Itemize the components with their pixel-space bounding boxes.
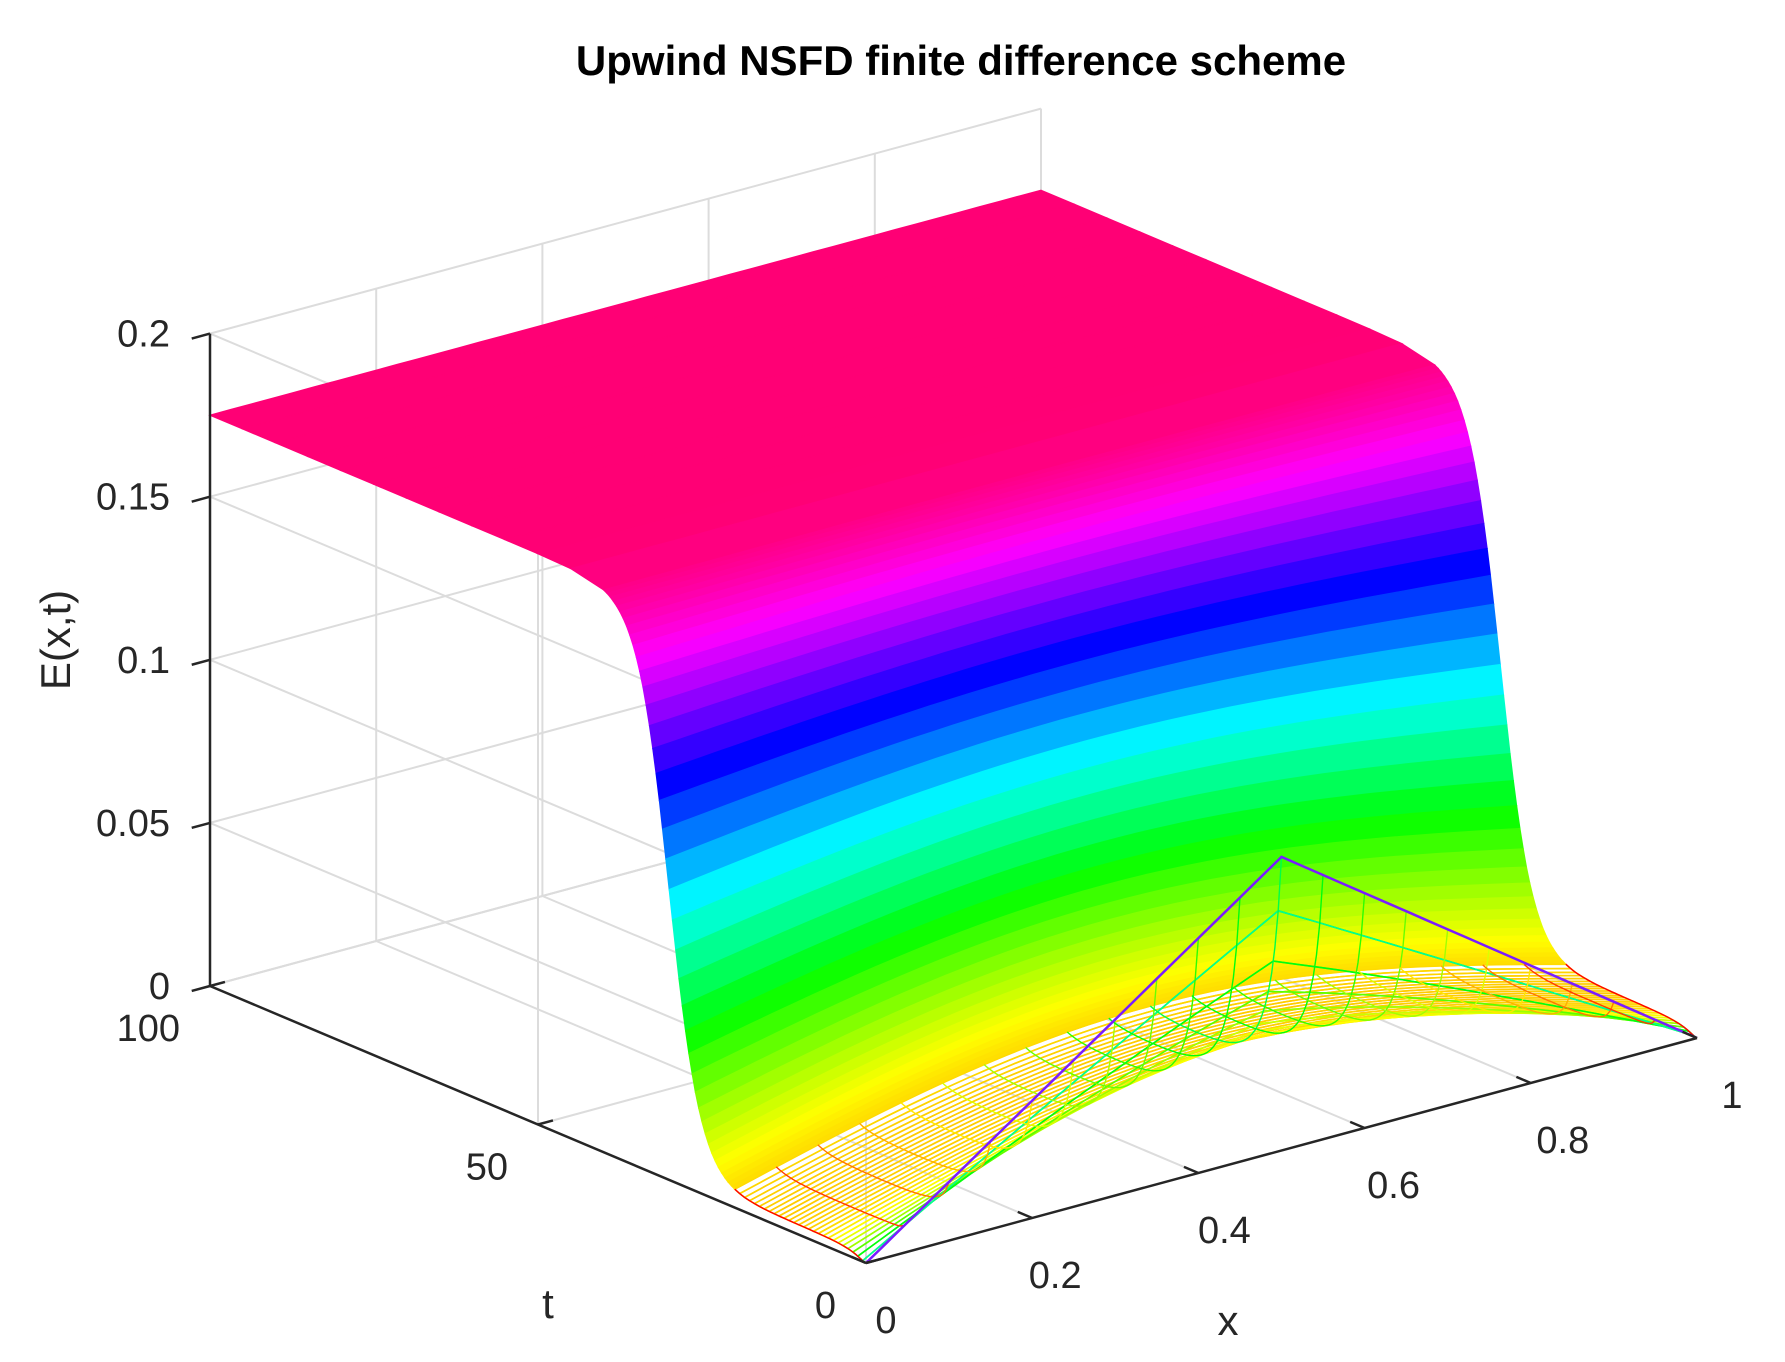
x-tick-label: 0.2 <box>1029 1255 1082 1297</box>
surface-mesh-line <box>983 1019 1116 1107</box>
x-tick <box>1682 1030 1698 1040</box>
t-tick <box>865 1257 882 1265</box>
surface-layer <box>208 189 1698 1265</box>
surface-mesh-line <box>1316 929 1449 1017</box>
x-axis-line <box>865 1036 1698 1265</box>
surface-mesh-line <box>734 1188 867 1264</box>
x-tick <box>851 1255 867 1265</box>
surface-mesh-line <box>1232 893 1366 1027</box>
z-tick <box>191 495 211 503</box>
z-tick <box>191 821 211 830</box>
z-axis-label: E(x,t) <box>32 590 79 690</box>
surface-mesh-line <box>900 1100 1033 1149</box>
surface-mesh-line <box>1066 938 1200 1072</box>
t-tick-label: 100 <box>117 1008 180 1050</box>
t-tick <box>209 980 226 988</box>
t-tick-label: 0 <box>815 1285 836 1327</box>
surface-mesh-line <box>1274 911 1407 1021</box>
x-tick-label: 0 <box>875 1300 896 1342</box>
x-tick <box>1349 1120 1366 1130</box>
surface-mesh-line <box>1523 963 1656 1025</box>
z-tick-label: 0.15 <box>96 477 170 519</box>
surface-mesh-line <box>859 1122 992 1173</box>
z-tick <box>191 984 211 993</box>
t-axis-label: t <box>542 1280 554 1327</box>
x-axis-label: x <box>1218 1297 1239 1344</box>
z-tick-label: 0 <box>149 966 170 1008</box>
surface-mesh-line <box>775 1166 908 1227</box>
initial-profile-edge <box>865 855 1698 1264</box>
surface-mesh-line <box>1149 856 1283 1044</box>
z-tick-label: 0.1 <box>117 640 170 682</box>
t-tick-label: 50 <box>466 1147 508 1189</box>
surface-mesh-line <box>1440 965 1573 1015</box>
x-tick-label: 1 <box>1721 1075 1742 1117</box>
z-tick-label: 0.2 <box>117 314 170 356</box>
z-tick-label: 0.05 <box>96 803 170 845</box>
x-tick <box>1017 1210 1033 1220</box>
surface-mesh-line <box>1565 963 1698 1039</box>
surface-mesh-line <box>1191 874 1324 1034</box>
surface-mesh-line <box>1482 964 1615 1018</box>
x-tick-label: 0.6 <box>1367 1165 1420 1207</box>
z-tick <box>191 658 211 666</box>
x-tick-label: 0.8 <box>1536 1120 1589 1162</box>
chart-title: Upwind NSFD finite difference scheme <box>576 37 1346 84</box>
x-tick <box>1515 1075 1532 1085</box>
z-tick <box>191 332 211 340</box>
surface-mesh-line <box>1399 965 1532 1014</box>
surface-mesh-line <box>817 1144 950 1198</box>
grid-line <box>209 107 1042 335</box>
surface-mesh-line <box>1357 947 1490 1015</box>
surface-mesh-line <box>1025 978 1158 1089</box>
surface-mesh-line <box>942 1059 1075 1128</box>
t-tick <box>537 1119 554 1126</box>
x-tick-label: 0.4 <box>1198 1210 1251 1252</box>
x-tick <box>1183 1165 1199 1175</box>
